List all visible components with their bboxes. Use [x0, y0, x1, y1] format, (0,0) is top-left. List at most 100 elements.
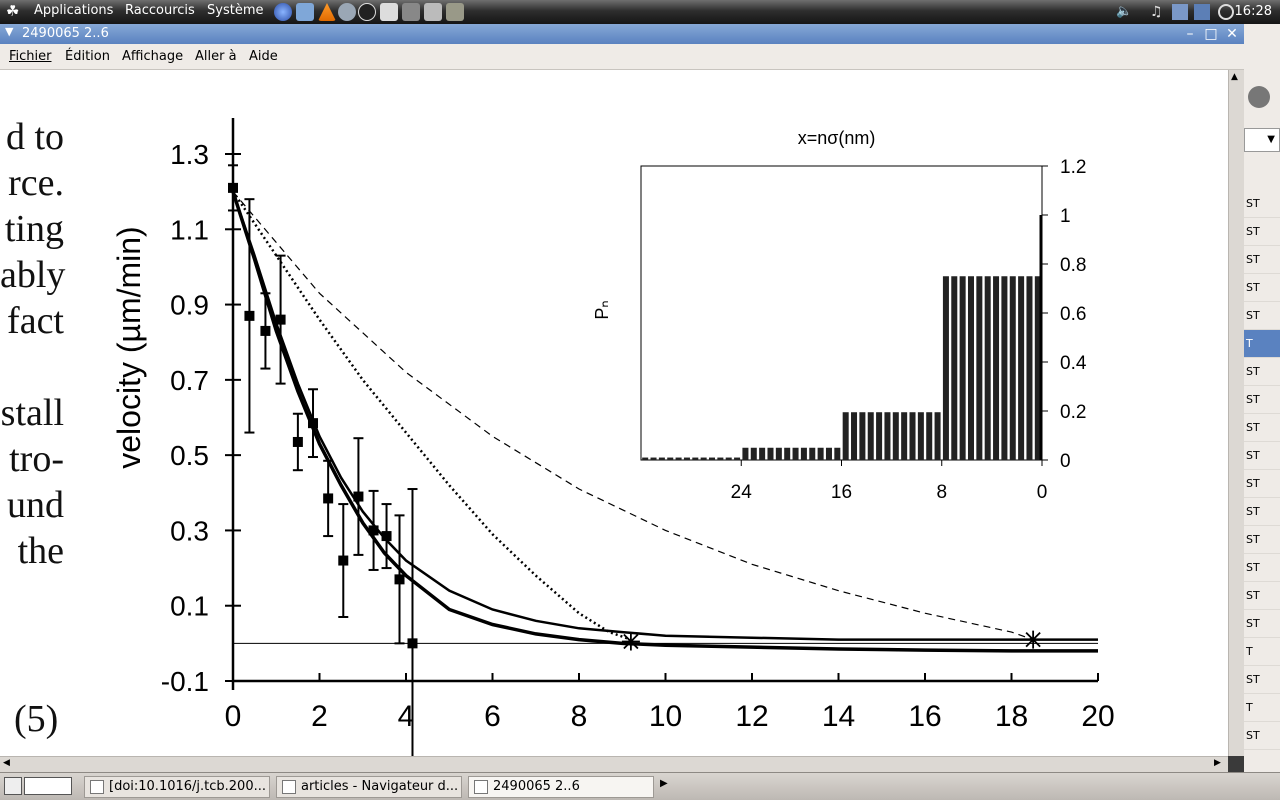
edge-list-row[interactable]: ST	[1244, 722, 1280, 750]
window-title: 2490065 2..6	[22, 26, 109, 41]
gimp-mascot-icon[interactable]	[1248, 86, 1270, 108]
chat-icon[interactable]	[338, 3, 356, 21]
y-tick-label: 0.5	[170, 440, 209, 471]
browser-icon[interactable]	[274, 3, 292, 21]
edge-list-row[interactable]: ST	[1244, 610, 1280, 638]
data-point	[292, 436, 303, 447]
edge-list-row[interactable]: ST	[1244, 358, 1280, 386]
inkscape-icon[interactable]	[358, 3, 376, 21]
task-doi-article[interactable]: [doi:10.1016/j.tcb.200...	[84, 776, 270, 798]
edge-list-row[interactable]: ST	[1244, 218, 1280, 246]
text-line: tro-	[9, 438, 64, 480]
inset-title: x=nσ(nm)	[798, 128, 876, 148]
inset-bar	[825, 447, 832, 460]
data-point	[407, 638, 418, 649]
edge-list-row[interactable]: ST	[1244, 302, 1280, 330]
data-point	[381, 531, 392, 542]
scroll-up-arrow[interactable]: ▲	[1231, 72, 1238, 82]
edge-list-row[interactable]: ST	[1244, 442, 1280, 470]
menu-edition[interactable]: Édition	[65, 49, 110, 64]
menu-aller-a[interactable]: Aller à	[195, 49, 237, 64]
edge-list-row[interactable]: ST	[1244, 190, 1280, 218]
edge-list-row[interactable]: T	[1244, 330, 1280, 358]
inset-bar	[1034, 276, 1041, 460]
browser-task-icon	[90, 780, 104, 794]
stall-marker	[1024, 630, 1043, 649]
clock[interactable]: 16:28	[1234, 4, 1272, 19]
inset-bar	[1026, 276, 1033, 460]
edge-list-row[interactable]: ST	[1244, 554, 1280, 582]
document-view[interactable]: d to rce. ting ably fact stall tro- und …	[0, 70, 1228, 756]
inset-x-tick-label: 16	[831, 482, 852, 503]
x-tick-label: 8	[571, 700, 588, 733]
inset-bar	[725, 457, 732, 460]
vlc-icon[interactable]	[318, 3, 336, 21]
volume-icon[interactable]: 🔈	[1116, 4, 1133, 19]
edge-list-row[interactable]: T	[1244, 638, 1280, 666]
workspace-switcher[interactable]	[24, 777, 72, 795]
show-desktop-icon[interactable]	[4, 777, 22, 795]
edge-list-row[interactable]: ST	[1244, 274, 1280, 302]
scroll-right-arrow[interactable]: ▶	[1214, 758, 1221, 768]
inset-bar	[926, 412, 933, 460]
x-tick-label: 20	[1081, 700, 1114, 733]
network-icon[interactable]	[1172, 4, 1188, 20]
inset-bar	[650, 457, 657, 460]
inset-bar	[700, 457, 707, 460]
inset-bar	[767, 447, 774, 460]
data-point	[275, 314, 286, 325]
task-articles-browser[interactable]: articles - Navigateur d...	[276, 776, 462, 798]
edge-list-row[interactable]: ST	[1244, 386, 1280, 414]
dropdown-button[interactable]: ▼	[1244, 128, 1280, 152]
edge-list-row[interactable]: ST	[1244, 526, 1280, 554]
edge-list-row[interactable]: ST	[1244, 246, 1280, 274]
document-task-icon	[474, 780, 488, 794]
inset-bar	[817, 447, 824, 460]
scroll-left-arrow[interactable]: ◀	[3, 758, 10, 768]
text-editor-icon[interactable]	[380, 3, 398, 21]
inset-bar	[959, 276, 966, 460]
inset-bar	[734, 457, 741, 460]
inset-bar	[917, 412, 924, 460]
x-tick-label: 10	[649, 700, 682, 733]
email-icon[interactable]	[296, 3, 314, 21]
stall-marker	[621, 632, 640, 651]
calculator-icon[interactable]	[424, 3, 442, 21]
minimize-button[interactable]: –	[1186, 26, 1194, 42]
menu-applications[interactable]: Applications	[34, 3, 114, 18]
monitor-icon[interactable]	[1194, 4, 1210, 20]
window-titlebar[interactable]: ▼ 2490065 2..6 – □ ✕	[0, 24, 1244, 44]
edge-list-row[interactable]: ST	[1244, 498, 1280, 526]
background-window-edge[interactable]: ▼ ST ST ST ST ST T ST ST ST ST ST ST ST ST ST ST T ST T ST	[1244, 24, 1280, 772]
menu-affichage[interactable]: Affichage	[122, 49, 184, 64]
menu-fichier[interactable]: Fichier	[9, 49, 52, 64]
window-menu-icon[interactable]: ▼	[5, 25, 14, 38]
data-point	[353, 491, 364, 502]
task-pdf-viewer[interactable]: 2490065 2..6	[468, 776, 654, 798]
edge-list-row[interactable]: T	[1244, 694, 1280, 722]
gnome-foot-icon[interactable]: ☘	[6, 2, 20, 20]
power-icon[interactable]	[1218, 4, 1234, 20]
maximize-button[interactable]: □	[1204, 26, 1218, 42]
data-point	[260, 325, 271, 336]
edge-list-row[interactable]: ST	[1244, 470, 1280, 498]
close-button[interactable]: ✕	[1226, 26, 1238, 42]
menu-systeme[interactable]: Système	[207, 3, 264, 18]
inset-bar	[984, 276, 991, 460]
edge-list-row[interactable]: ST	[1244, 666, 1280, 694]
menu-aide[interactable]: Aide	[249, 49, 278, 64]
gimp-icon[interactable]	[446, 3, 464, 21]
tool-icon[interactable]	[402, 3, 420, 21]
menu-raccourcis[interactable]: Raccourcis	[125, 3, 195, 18]
horizontal-scrollbar[interactable]: ◀ ▶	[0, 756, 1228, 772]
inset-bar	[901, 412, 908, 460]
edge-list-row[interactable]: ST	[1244, 414, 1280, 442]
music-icon[interactable]: ♫	[1150, 4, 1163, 20]
main-chart: 0 2 4 6 8 10 12 14 16 18 20-0.10.10.30.50.70.91.11…	[111, 118, 1115, 756]
edge-list-row[interactable]: ST	[1244, 582, 1280, 610]
vertical-scrollbar[interactable]: ▲	[1228, 70, 1244, 756]
taskbar-scroll-arrow[interactable]: ▶	[660, 778, 668, 789]
data-point	[323, 493, 334, 504]
inset-bar	[784, 447, 791, 460]
inset-bar	[683, 457, 690, 460]
